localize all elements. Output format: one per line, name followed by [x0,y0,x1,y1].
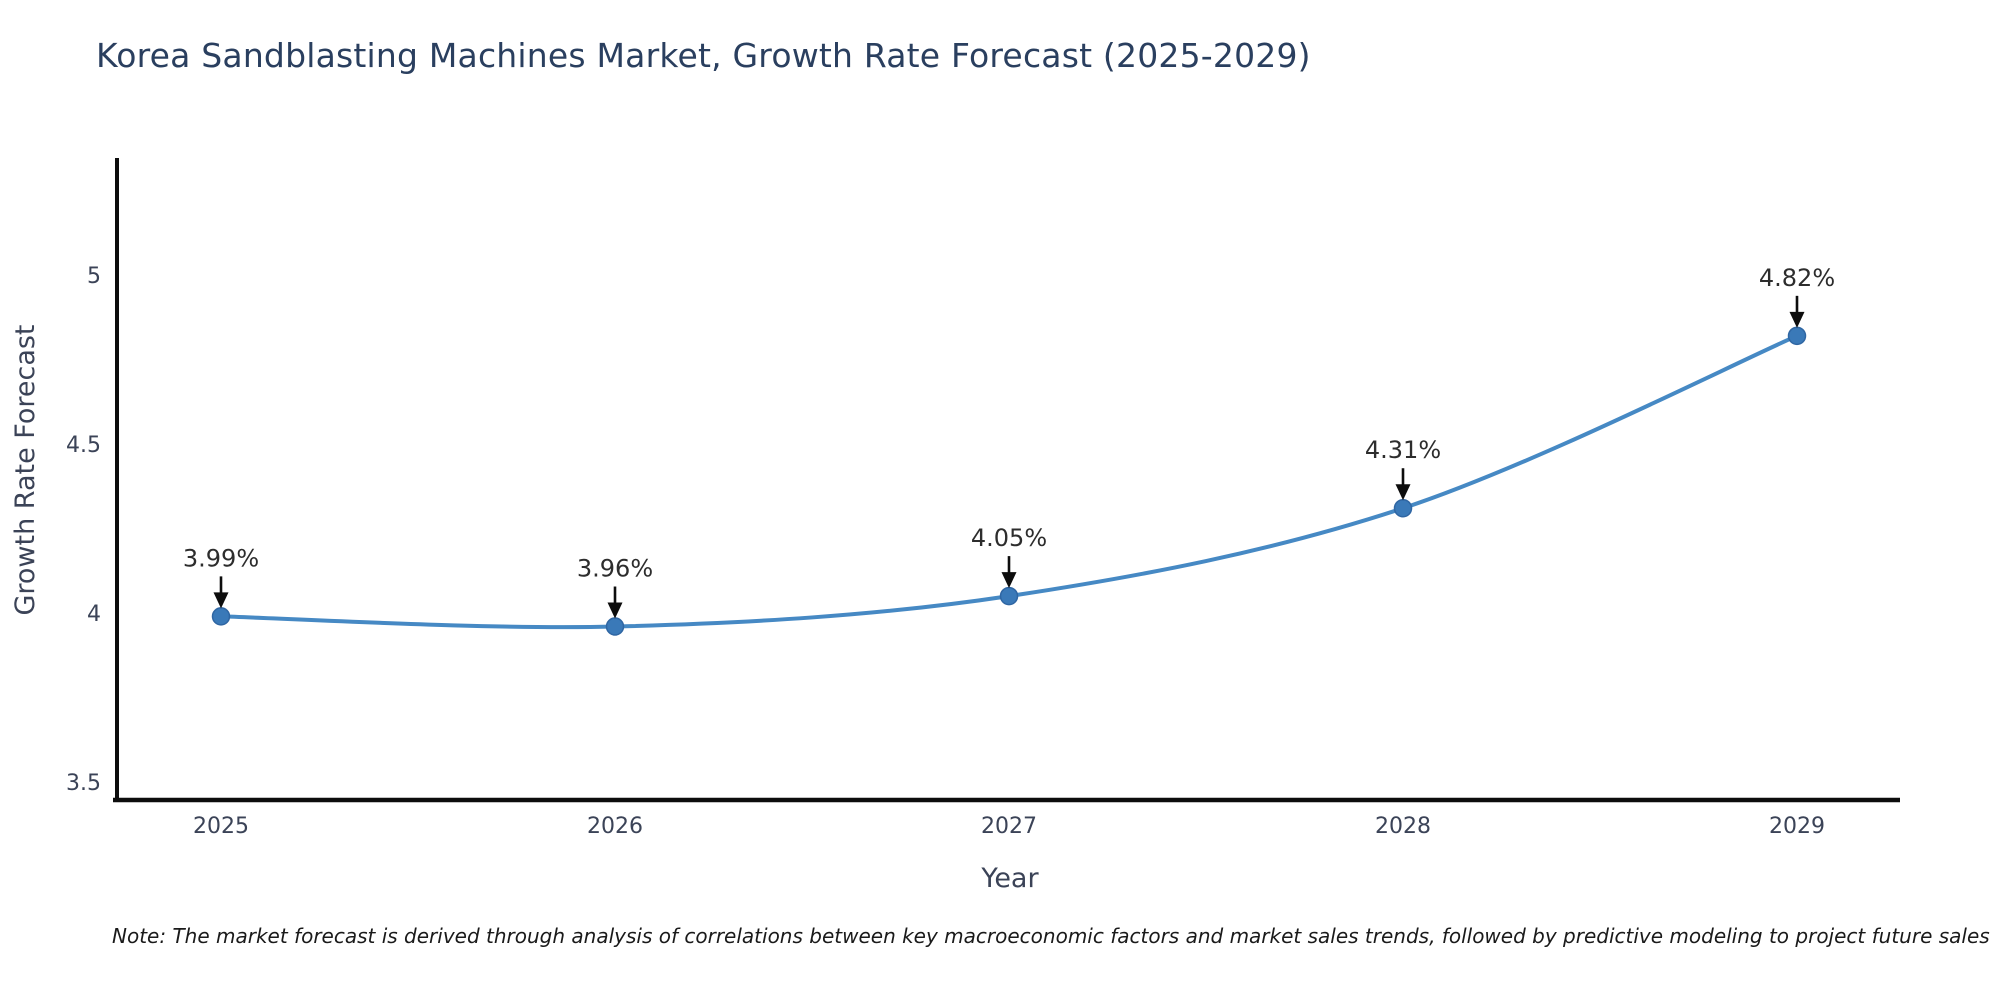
y-tick-label: 4.5 [66,433,101,458]
annotation-arrowhead-icon [607,602,623,619]
line-series [211,326,1807,636]
data-annotations: 3.99% 3.96% 4.05% 4.31% 4.82% [183,264,1835,619]
x-tick-labels: 2025 2026 2027 2028 2029 [193,814,1825,839]
x-tick-label: 2025 [193,814,249,839]
data-point-label: 3.96% [577,555,653,583]
axes [113,158,1900,803]
data-point-label: 4.31% [1365,436,1441,464]
annotation-arrowhead-icon [1001,572,1017,589]
x-tick-label: 2027 [981,814,1037,839]
chart-title: Korea Sandblasting Machines Market, Grow… [96,36,1311,75]
x-tick-label: 2028 [1375,814,1431,839]
data-point-label: 4.82% [1759,264,1835,292]
x-tick-label: 2029 [1769,814,1825,839]
data-point-marker [999,586,1019,606]
annotation-arrowhead-icon [1395,484,1411,501]
y-tick-label: 3.5 [66,771,101,796]
y-tick-label: 4 [87,602,101,627]
data-point-label: 3.99% [183,544,259,572]
data-point-marker [1787,326,1807,346]
annotation-arrowhead-icon [1789,311,1805,328]
y-tick-label: 5 [87,264,101,289]
y-axis-title: Growth Rate Forecast [10,324,41,615]
data-point-marker [605,617,625,636]
data-point-marker [1393,498,1413,518]
x-tick-label: 2026 [587,814,643,839]
y-tick-labels: 3.5 4 4.5 5 [66,264,101,796]
annotation-arrowhead-icon [213,592,229,609]
data-point-label: 4.05% [971,524,1047,552]
data-point-marker [211,607,231,626]
footnote: Note: The market forecast is derived thr… [112,924,1990,948]
x-axis-title: Year [980,863,1039,894]
